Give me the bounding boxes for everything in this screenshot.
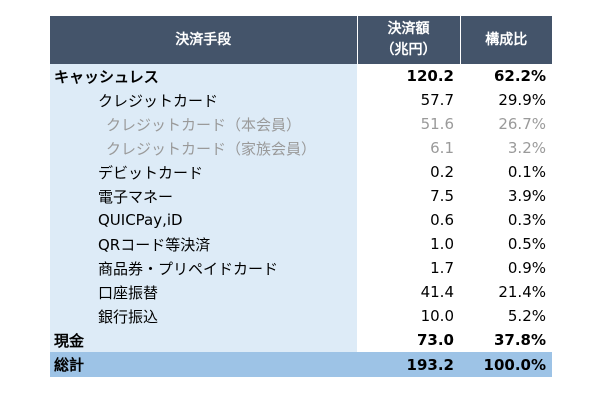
row-amount: 57.7 [420, 91, 454, 109]
row-ratio: 0.3% [507, 211, 546, 229]
table-row: キャッシュレス 120.2 62.2% [50, 64, 552, 88]
table-row: 現金 73.0 37.8% [50, 328, 552, 352]
row-amount: 6.1 [430, 139, 454, 157]
payment-method-table: 決済手段 決済額 （兆円） 構成比 キャッシュレス 120.2 62.2% クレジット… [50, 16, 552, 377]
row-amount: 73.0 [416, 331, 454, 349]
row-label: 電子マネー [50, 184, 357, 208]
total-ratio: 100.0% [460, 352, 552, 377]
table-row: 口座振替 41.4 21.4% [50, 280, 552, 304]
row-label: クレジットカード（本会員） [50, 112, 357, 136]
table-header-row: 決済手段 決済額 （兆円） 構成比 [50, 16, 552, 64]
row-amount: 120.2 [406, 67, 454, 85]
table-row: QRコード等決済 1.0 0.5% [50, 232, 552, 256]
row-amount: 10.0 [420, 307, 454, 325]
row-label: デビットカード [50, 160, 357, 184]
row-label: 口座振替 [50, 280, 357, 304]
row-label: キャッシュレス [50, 64, 357, 88]
table-body: キャッシュレス 120.2 62.2% クレジットカード 57.7 29.9% クレジットカ… [50, 64, 552, 377]
row-amount: 0.2 [430, 163, 454, 181]
total-label: 総計 [50, 352, 357, 377]
table-row: 銀行振込 10.0 5.2% [50, 304, 552, 328]
row-label: 商品券・プリペイドカード [50, 256, 357, 280]
header-ratio: 構成比 [460, 16, 552, 64]
row-ratio: 0.9% [507, 259, 546, 277]
header-amount-unit: （兆円） [380, 42, 437, 58]
row-ratio: 3.9% [507, 187, 546, 205]
row-ratio: 0.1% [507, 163, 546, 181]
header-method: 決済手段 [50, 16, 357, 64]
row-label: QUICPay,iD [50, 208, 357, 232]
table-row: 商品券・プリペイドカード 1.7 0.9% [50, 256, 552, 280]
row-amount: 1.0 [430, 235, 454, 253]
row-ratio: 5.2% [507, 307, 546, 325]
row-ratio: 29.9% [498, 91, 546, 109]
row-amount: 1.7 [430, 259, 454, 277]
row-amount: 0.6 [430, 211, 454, 229]
total-amount: 193.2 [357, 352, 460, 377]
table-row: クレジットカード（家族会員） 6.1 3.2% [50, 136, 552, 160]
total-row: 総計 193.2 100.0% [50, 352, 552, 377]
row-ratio: 0.5% [507, 235, 546, 253]
row-ratio: 26.7% [498, 115, 546, 133]
row-label: 現金 [50, 328, 357, 352]
row-label: クレジットカード（家族会員） [50, 136, 357, 160]
row-ratio: 3.2% [507, 139, 546, 157]
table-row: クレジットカード（本会員） 51.6 26.7% [50, 112, 552, 136]
row-label: QRコード等決済 [50, 232, 357, 256]
header-amount-label: 決済額 [387, 21, 430, 37]
header-amount: 決済額 （兆円） [356, 16, 461, 64]
row-amount: 51.6 [420, 115, 454, 133]
row-ratio: 62.2% [493, 67, 546, 85]
table-row: 電子マネー 7.5 3.9% [50, 184, 552, 208]
row-ratio: 21.4% [498, 283, 546, 301]
row-ratio: 37.8% [493, 331, 546, 349]
table-row: QUICPay,iD 0.6 0.3% [50, 208, 552, 232]
row-label: 銀行振込 [50, 304, 357, 328]
row-amount: 41.4 [420, 283, 454, 301]
row-label: クレジットカード [50, 88, 357, 112]
table-row: クレジットカード 57.7 29.9% [50, 88, 552, 112]
table-row: デビットカード 0.2 0.1% [50, 160, 552, 184]
row-amount: 7.5 [430, 187, 454, 205]
